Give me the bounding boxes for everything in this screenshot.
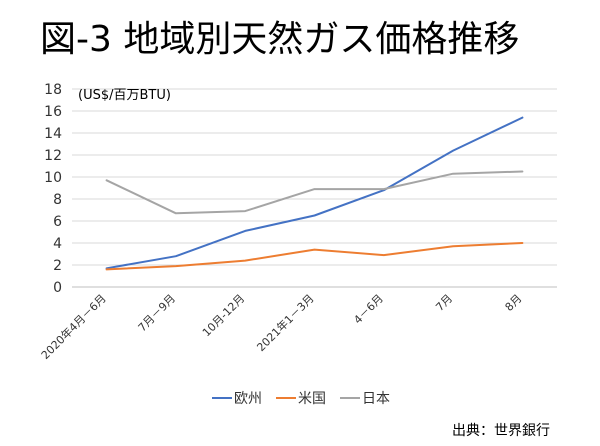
x-tick-label: 8月	[503, 292, 525, 314]
legend-label: 米国	[298, 391, 326, 407]
unit-label: (US$/百万BTU)	[78, 88, 171, 103]
series-line-米国	[105, 242, 524, 271]
x-tick-label: 10月-12月	[200, 292, 247, 339]
y-tick-label: 8	[53, 192, 62, 208]
series-line-欧州	[105, 116, 524, 270]
legend-label: 欧州	[234, 391, 262, 407]
y-tick-label: 16	[44, 104, 62, 120]
y-tick-label: 12	[44, 148, 62, 164]
y-tick-label: 6	[53, 214, 62, 230]
legend-label: 日本	[362, 391, 390, 407]
x-tick-label: 2020年4月－6月	[38, 291, 109, 362]
chart-title: 図-3 地域別天然ガス価格推移	[40, 19, 520, 60]
y-tick-label: 18	[44, 82, 62, 98]
y-tick-label: 4	[53, 236, 62, 252]
x-tick-label: 7月	[433, 292, 455, 314]
y-tick-label: 10	[44, 170, 62, 186]
x-tick-label: 2021年1－3月	[254, 291, 317, 354]
y-tick-label: 14	[44, 126, 62, 142]
x-tick-label: 4－6月	[351, 292, 386, 327]
y-tick-label: 0	[53, 280, 62, 296]
source-note: 出典：世界銀行	[452, 423, 550, 439]
series-line-日本	[105, 170, 524, 215]
y-tick-label: 2	[53, 258, 62, 274]
x-tick-label: 7月－9月	[136, 292, 178, 334]
